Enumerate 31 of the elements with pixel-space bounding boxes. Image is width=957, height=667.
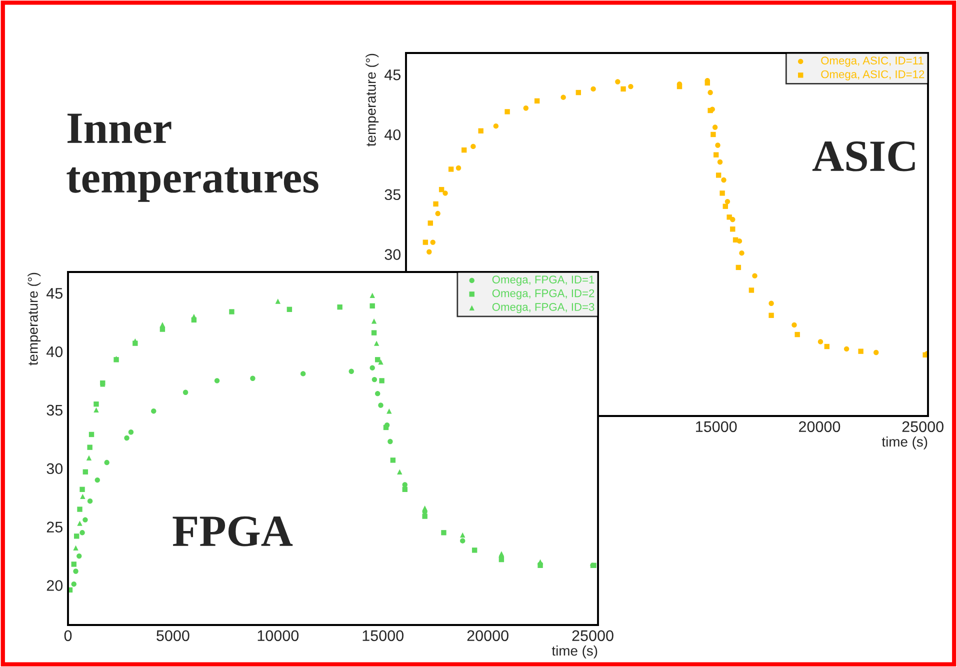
text: Inner temperatures (66, 114, 318, 202)
legend-label: Omega, ASIC, ID=11 (821, 56, 924, 67)
y-tick-label: 25 (46, 522, 62, 532)
legend-label: Omega, FPGA, ID=3 (492, 303, 594, 314)
x-tick-label: 25000 (902, 421, 944, 432)
x-tick-label: 15000 (362, 630, 404, 642)
y-tick-label: 30 (384, 249, 401, 260)
x-tick-label: 25000 (572, 630, 614, 642)
y-tick-label: 45 (384, 70, 400, 80)
x-tick-label: 10000 (258, 630, 299, 642)
y-tick-label: 40 (46, 346, 63, 358)
x-tick-label: 0 (64, 630, 72, 642)
y-tick-label: 20 (46, 580, 63, 591)
legend-label: Omega, FPGA, ID=2 (492, 289, 594, 300)
x-axis-title: time (s) (882, 436, 928, 450)
annotation: FPGA (172, 516, 293, 546)
x-tick-label: 20000 (467, 630, 508, 642)
x-tick-label: 5000 (156, 630, 190, 642)
y-axis-title: temperature (°) (28, 272, 41, 366)
y-tick-label: 45 (46, 288, 62, 299)
x-tick-label: 15000 (696, 421, 737, 432)
y-tick-label: 30 (46, 463, 63, 474)
annotation: ASIC (812, 141, 915, 172)
y-axis-title: temperature (°) (366, 54, 379, 146)
y-tick-label: 35 (46, 404, 62, 416)
y-tick-label: 40 (384, 129, 401, 140)
x-tick-label: 20000 (798, 421, 840, 432)
legend-label: Omega, FPGA, ID=1 (492, 276, 594, 286)
y-tick-label: 35 (384, 189, 400, 200)
x-axis-title: time (s) (552, 645, 598, 658)
legend-label: Omega, ASIC, ID=12 (821, 70, 924, 80)
